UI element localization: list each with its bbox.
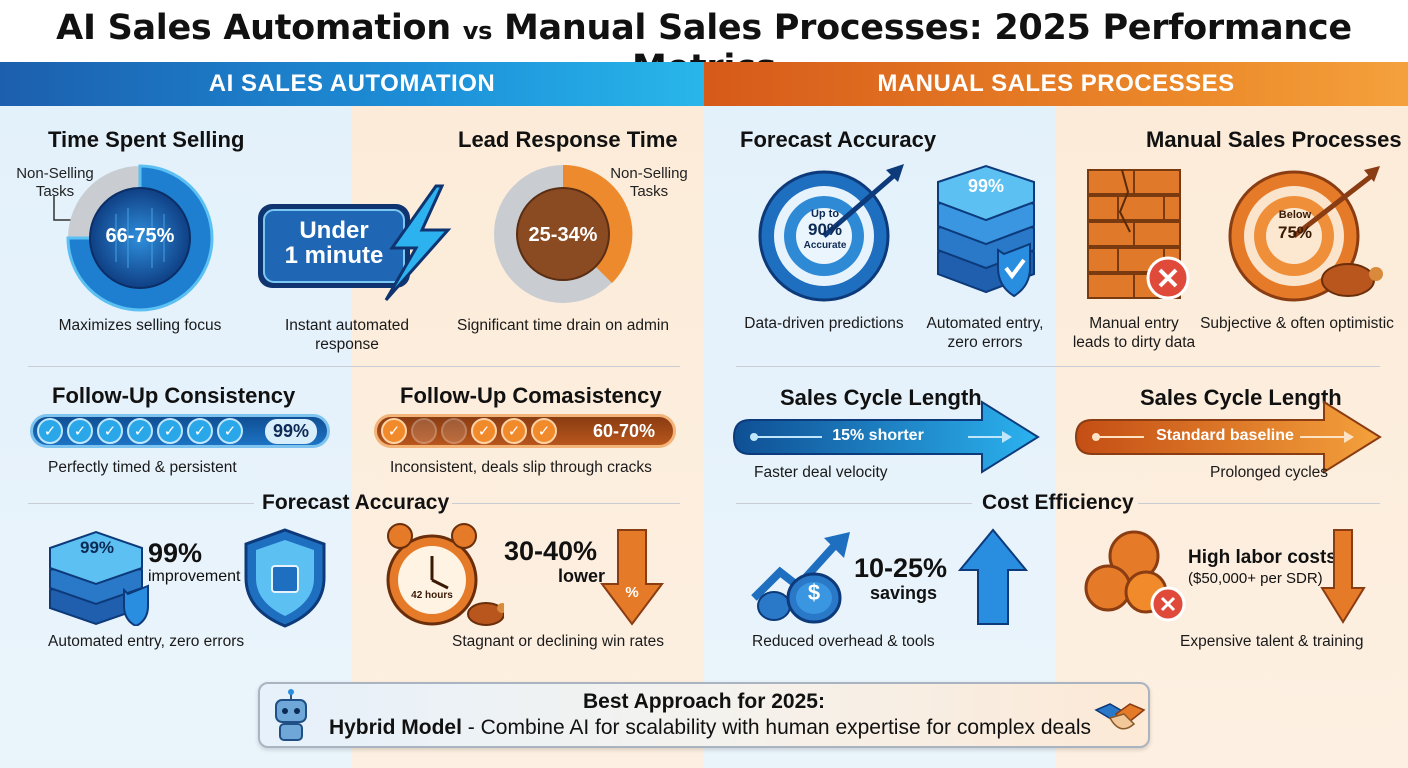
time-spent-caption: Maximizes selling focus xyxy=(58,317,222,334)
cycle-manual-title: Sales Cycle Length xyxy=(1140,385,1342,410)
lower-value: 30-40% xyxy=(504,536,598,566)
cost-manual-caption: Expensive talent & training xyxy=(1180,633,1364,650)
database-icon xyxy=(49,530,149,626)
down-arrow-icon xyxy=(600,529,664,626)
check-icon: ✓ xyxy=(501,418,527,444)
followup-ai-bar: ✓ ✓ ✓ ✓ ✓ ✓ ✓ 99% xyxy=(30,414,330,448)
manual-target-icon xyxy=(1228,166,1383,302)
donut-chart-icon xyxy=(66,164,214,312)
best-approach-text: Hybrid Model - Combine AI for scalabilit… xyxy=(328,716,1092,739)
cycle-manual-label: Standard baseline xyxy=(1156,427,1294,444)
bricks-caption: Manual entry leads to dirty data xyxy=(1072,315,1196,351)
row-divider xyxy=(28,366,680,367)
down-arrow-icon xyxy=(1320,529,1366,624)
target-icon xyxy=(758,164,904,302)
coins-icon xyxy=(1084,530,1186,622)
savings-label: savings xyxy=(870,583,938,603)
cycle-ai-label: 15% shorter xyxy=(832,427,924,444)
manual-target-label: Below 75% xyxy=(1277,209,1313,242)
check-icon: ✓ xyxy=(187,418,213,444)
best-approach-title: Best Approach for 2025: xyxy=(583,690,825,713)
robot-icon xyxy=(275,689,307,741)
cycle-manual-caption: Prolonged cycles xyxy=(1210,464,1329,481)
row-divider xyxy=(1138,503,1380,504)
lead-non-selling-note: Non-Selling Tasks xyxy=(610,165,688,200)
time-spent-title: Time Spent Selling xyxy=(48,127,245,152)
followup-ai-title: Follow-Up Consistency xyxy=(52,383,296,408)
broken-bricks-icon xyxy=(1087,169,1190,300)
cost-ai-caption: Reduced overhead & tools xyxy=(752,633,935,650)
improvement-value: 99% xyxy=(148,538,203,568)
forecast-db-value: 99% xyxy=(79,538,115,557)
row-divider xyxy=(28,503,254,504)
shield-chip-icon xyxy=(244,528,326,628)
lead-response-value: 25-34% xyxy=(528,224,598,246)
cost-title: Cost Efficiency xyxy=(982,491,1134,514)
followup-manual-title: Follow-Up Comasistency xyxy=(400,383,662,408)
lead-response-title: Lead Response Time xyxy=(458,127,678,152)
cycle-manual-arrow-icon xyxy=(1074,400,1382,474)
time-spent-value: 66-75% xyxy=(105,225,175,247)
check-icon: ✓ xyxy=(97,418,123,444)
manual-target-caption: Subjective & often optimistic xyxy=(1200,315,1394,332)
check-icon: ✓ xyxy=(381,418,407,444)
followup-ai-caption: Perfectly timed & persistent xyxy=(48,459,237,476)
forecast-title-top: Forecast Accuracy xyxy=(740,127,937,152)
check-icon: ✓ xyxy=(217,418,243,444)
manual-section-header: MANUAL SALES PROCESSES xyxy=(704,62,1408,106)
savings-value: 10-25% xyxy=(854,553,948,583)
under-minute-badge: Under 1 minute xyxy=(284,217,384,269)
labor-title: High labor costs xyxy=(1188,547,1337,568)
check-icon: ✓ xyxy=(67,418,93,444)
target-label: Up to 90% Accurate xyxy=(803,208,847,251)
check-icon: ✓ xyxy=(157,418,183,444)
alarm-clock-icon xyxy=(386,523,504,626)
db-caption: Automated entry, zero errors xyxy=(926,315,1044,351)
check-icon: ✓ xyxy=(471,418,497,444)
best-approach-box: Best Approach for 2025: Hybrid Model - C… xyxy=(258,682,1150,748)
row-divider xyxy=(736,366,1380,367)
row-divider xyxy=(452,503,680,504)
cycle-ai-arrow-icon xyxy=(732,400,1040,474)
check-icon: ✓ xyxy=(531,418,557,444)
badge-caption: Instant automated response xyxy=(284,317,410,353)
page-title: AI Sales Automation vs Manual Sales Proc… xyxy=(56,8,1352,88)
row-divider xyxy=(736,503,972,504)
cycle-ai-caption: Faster deal velocity xyxy=(754,464,888,481)
lower-label: lower xyxy=(558,566,606,586)
target-caption: Data-driven predictions xyxy=(744,315,904,332)
lead-caption: Significant time drain on admin xyxy=(457,317,669,334)
followup-manual-bar: ✓ ✓ ✓ ✓ ✓ ✓ 60-70% xyxy=(374,414,676,448)
check-icon: ✓ xyxy=(37,418,63,444)
arrow-glyph: % xyxy=(625,584,639,601)
forecast-ai-caption: Automated entry, zero errors xyxy=(48,633,245,650)
missing-check-icon: ✓ xyxy=(411,418,437,444)
clock-label: 42 hours xyxy=(411,590,453,601)
followup-manual-caption: Inconsistent, deals slip through cracks xyxy=(390,459,652,476)
lightning-icon xyxy=(258,184,452,301)
manual-processes-title: Manual Sales Processes xyxy=(1146,127,1402,152)
labor-sub: ($50,000+ per SDR) xyxy=(1188,570,1323,587)
improvement-label: improvement xyxy=(148,568,241,585)
cycle-ai-title: Sales Cycle Length xyxy=(780,385,982,410)
pointer-line xyxy=(53,196,78,221)
up-arrow-icon xyxy=(958,528,1028,625)
check-icon: ✓ xyxy=(127,418,153,444)
forecast-manual-caption: Stagnant or declining win rates xyxy=(452,633,664,650)
handshake-icon xyxy=(1094,703,1146,730)
lead-donut-icon xyxy=(494,164,633,303)
followup-ai-value: 99% xyxy=(264,418,317,444)
missing-check-icon: ✓ xyxy=(441,418,467,444)
forecast-row-title: Forecast Accuracy xyxy=(262,491,450,514)
growth-arrow-icon xyxy=(751,532,850,624)
followup-manual-value: 60-70% xyxy=(592,420,655,441)
coin-glyph: $ xyxy=(807,580,821,605)
database-icon xyxy=(937,164,1035,298)
db-value: 99% xyxy=(967,176,1005,196)
non-selling-note: Non-Selling Tasks xyxy=(16,165,94,200)
ai-section-header: AI SALES AUTOMATION xyxy=(0,62,704,106)
